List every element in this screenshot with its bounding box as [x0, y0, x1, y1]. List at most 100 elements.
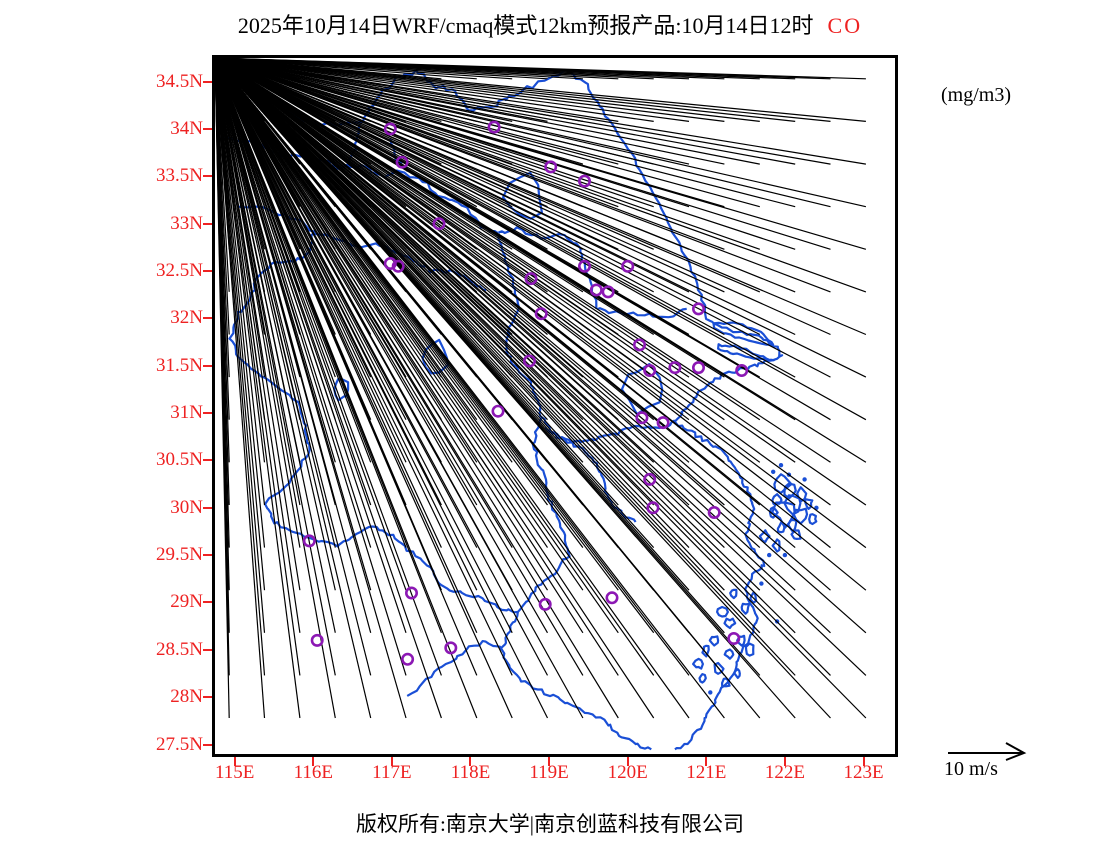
y-axis-tick — [203, 743, 212, 746]
wind-arrow — [215, 58, 760, 122]
station-marker[interactable] — [707, 505, 721, 519]
station-marker[interactable] — [491, 404, 505, 418]
station-marker[interactable] — [395, 155, 409, 169]
wind-arrow — [215, 58, 584, 719]
wind-arrow — [215, 58, 725, 293]
boundary-line — [717, 343, 775, 362]
wind-arrow — [215, 58, 867, 336]
station-marker[interactable] — [444, 641, 458, 655]
station-marker[interactable] — [432, 217, 446, 231]
monitoring-stations-layer — [302, 120, 749, 666]
wind-arrow — [215, 58, 831, 421]
boundary-line — [744, 642, 755, 657]
station-marker[interactable] — [405, 586, 419, 600]
wind-arrow — [215, 58, 513, 719]
title-species-label: CO — [827, 13, 863, 38]
station-marker[interactable] — [691, 302, 705, 316]
wind-arrow — [215, 58, 336, 633]
station-marker[interactable] — [646, 501, 660, 515]
station-marker[interactable] — [383, 122, 397, 136]
station-marker[interactable] — [727, 631, 741, 645]
x-axis-tick-label: 120E — [607, 762, 648, 783]
station-marker[interactable] — [643, 472, 657, 486]
boundary-line — [713, 661, 725, 675]
wind-arrow — [215, 58, 796, 463]
station-marker[interactable] — [632, 338, 646, 352]
y-axis-tick-label: 34.5N — [156, 70, 203, 92]
wind-arrow — [215, 58, 867, 378]
station-marker[interactable] — [668, 361, 682, 375]
boundary-line — [758, 529, 771, 543]
boundary-line — [708, 635, 720, 647]
wind-arrow — [215, 58, 725, 165]
station-marker[interactable] — [577, 174, 591, 188]
station-marker[interactable] — [601, 285, 615, 299]
wind-arrow — [215, 58, 690, 378]
wind-arrow — [215, 58, 266, 591]
station-marker[interactable] — [643, 363, 657, 377]
boundary-line — [515, 417, 571, 614]
x-axis-tick — [705, 757, 708, 766]
station-marker[interactable] — [656, 416, 670, 430]
wind-arrow — [215, 58, 478, 719]
station-marker[interactable] — [605, 591, 619, 605]
station-marker[interactable] — [522, 354, 536, 368]
wind-arrow — [215, 58, 866, 165]
wind-arrow — [215, 58, 866, 80]
station-marker[interactable] — [544, 160, 558, 174]
station-marker[interactable] — [735, 363, 749, 377]
wind-arrow — [215, 58, 831, 549]
wind-arrow — [215, 58, 831, 250]
wind-arrow — [215, 58, 407, 676]
wind-arrow — [215, 58, 796, 549]
wind-arrow — [215, 58, 831, 591]
x-axis-tick — [233, 757, 236, 766]
y-axis-tick — [203, 412, 212, 415]
station-marker[interactable] — [577, 259, 591, 273]
wind-arrow — [215, 58, 372, 676]
wind-scale-legend: 10 m/s — [944, 740, 1074, 781]
station-marker[interactable] — [621, 259, 635, 273]
wind-arrow — [215, 58, 619, 676]
wind-arrow — [215, 58, 725, 549]
station-marker[interactable] — [538, 597, 552, 611]
wind-arrow — [215, 58, 513, 676]
station-marker[interactable] — [401, 652, 415, 666]
wind-arrow — [215, 58, 796, 208]
wind-arrow — [215, 58, 654, 122]
station-marker[interactable] — [635, 411, 649, 425]
wind-arrow — [215, 58, 867, 463]
wind-arrow — [215, 58, 725, 421]
station-marker[interactable] — [534, 307, 548, 321]
station-marker[interactable] — [691, 361, 705, 375]
station-marker[interactable] — [487, 120, 501, 134]
station-marker[interactable] — [391, 259, 405, 273]
wind-arrow — [215, 58, 831, 463]
boundary-line — [499, 611, 652, 751]
station-marker[interactable] — [383, 257, 397, 271]
wind-arrow — [215, 58, 655, 676]
y-axis-tick — [203, 696, 212, 699]
wind-arrow — [215, 58, 796, 506]
x-axis-tick-label: 121E — [686, 762, 727, 783]
wind-arrow — [215, 58, 831, 378]
boundary-line — [723, 648, 735, 660]
station-marker[interactable] — [589, 283, 603, 297]
y-axis-tick-label: 29N — [170, 591, 203, 613]
boundary-line — [497, 233, 637, 523]
map-plot-area[interactable] — [212, 55, 898, 757]
wind-arrow — [215, 58, 867, 208]
station-marker[interactable] — [302, 534, 316, 548]
wind-arrow — [215, 58, 831, 336]
station-marker[interactable] — [524, 272, 538, 286]
boundary-line — [803, 498, 814, 510]
wind-arrow — [215, 58, 831, 293]
y-axis-tick-label: 32.5N — [156, 260, 203, 282]
x-axis-tick-label: 118E — [450, 762, 491, 783]
station-marker[interactable] — [310, 633, 324, 647]
wind-arrow — [215, 58, 796, 336]
wind-arrow — [215, 58, 796, 165]
wind-arrow — [215, 58, 725, 719]
wind-arrow — [215, 58, 478, 676]
island-marker — [802, 477, 807, 482]
